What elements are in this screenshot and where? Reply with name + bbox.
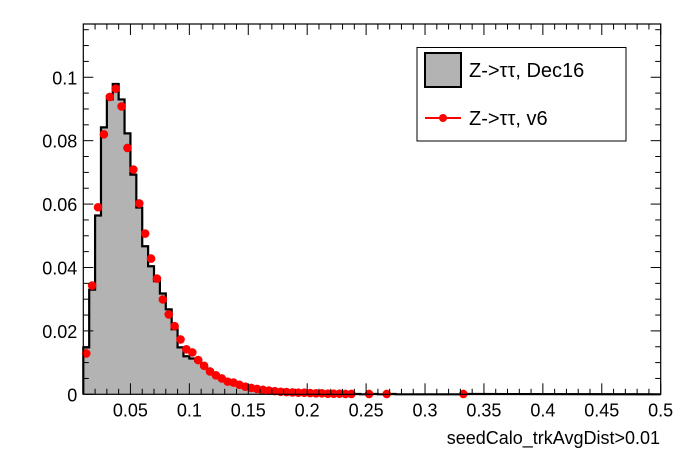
x-tick-label: 0.45 (584, 400, 619, 420)
data-point (140, 229, 150, 238)
x-tick-label: 0.15 (231, 400, 266, 420)
legend-swatch-histogram (424, 52, 462, 88)
x-axis-title: seedCalo_trkAvgDist>0.01 (447, 428, 660, 449)
histogram-bin (159, 293, 167, 395)
data-point (164, 310, 174, 319)
histogram-bin (189, 358, 196, 395)
data-point (146, 254, 156, 263)
histogram-bin (118, 99, 125, 395)
data-point (170, 321, 179, 331)
data-point (193, 355, 203, 365)
data-point (93, 202, 103, 212)
plot-frame (82, 23, 662, 395)
data-point (323, 389, 333, 398)
histogram-bin (218, 378, 226, 395)
data-point (134, 199, 144, 208)
y-tick-label: 0.1 (52, 68, 77, 88)
histogram-bin (236, 384, 243, 395)
data-point (99, 130, 109, 139)
data-point (158, 295, 168, 304)
y-tick-label: 0.02 (42, 322, 77, 342)
data-point (199, 361, 209, 371)
data-point (123, 143, 132, 153)
data-point (187, 348, 197, 357)
histogram-bin (165, 309, 172, 395)
x-tick-label: 0.05 (113, 400, 148, 420)
histogram-bin (95, 215, 102, 395)
x-tick-label: 0.4 (530, 400, 555, 420)
data-point (117, 102, 126, 111)
x-tick-label: 0.1 (177, 400, 202, 420)
histogram-bin (207, 370, 214, 395)
legend-marker-points (439, 114, 447, 122)
histogram-bin (171, 329, 178, 395)
y-tick-label: 0.04 (42, 258, 77, 278)
histogram-bin (177, 347, 184, 395)
histogram-bin (142, 246, 149, 395)
x-tick-label: 0.25 (349, 400, 384, 420)
histogram-bin (195, 361, 202, 395)
legend-label-histogram: Z->ττ, Dec16 (469, 60, 584, 82)
x-tick-label: 0.35 (466, 400, 501, 420)
y-tick-label: 0.06 (42, 195, 77, 215)
histogram-bin (136, 207, 143, 395)
histogram-bin (183, 356, 190, 395)
histogram-bin (201, 366, 208, 395)
data-point (87, 281, 97, 290)
histogram-bin (124, 133, 131, 395)
data-point (329, 389, 339, 398)
data-point (311, 389, 321, 398)
x-tick-label: 0.5 (648, 400, 673, 420)
histogram-bin (130, 174, 137, 395)
legend-label-points: Z->ττ, v6 (469, 108, 548, 130)
histogram-bin (148, 266, 155, 395)
x-tick-label: 0.3 (413, 400, 438, 420)
histogram-bin (230, 382, 237, 395)
y-tick-label: 0 (67, 385, 77, 405)
x-tick-label: 0.2 (295, 400, 320, 420)
data-point (129, 165, 138, 174)
histogram-bin (112, 83, 119, 395)
histogram-bin (83, 347, 90, 395)
histogram-bin (154, 281, 161, 395)
histogram-bin (224, 381, 231, 395)
data-point (152, 274, 162, 283)
histogram-bin (89, 289, 96, 395)
data-point (111, 84, 121, 93)
data-point (105, 92, 115, 102)
axes-layer: 0.05 0.1 0.15 0.2 0.25 0.3 0.35 0.4 0.45 0.5 0 0.02… (42, 23, 673, 420)
histogram-bin (212, 374, 220, 395)
data-point (176, 335, 185, 344)
histogram-bin (100, 127, 108, 395)
legend: Z->ττ, Dec16 Z->ττ, v6 (416, 47, 627, 142)
histogram-bin (106, 99, 114, 395)
data-point (81, 349, 91, 358)
y-tick-label: 0.08 (42, 132, 77, 152)
